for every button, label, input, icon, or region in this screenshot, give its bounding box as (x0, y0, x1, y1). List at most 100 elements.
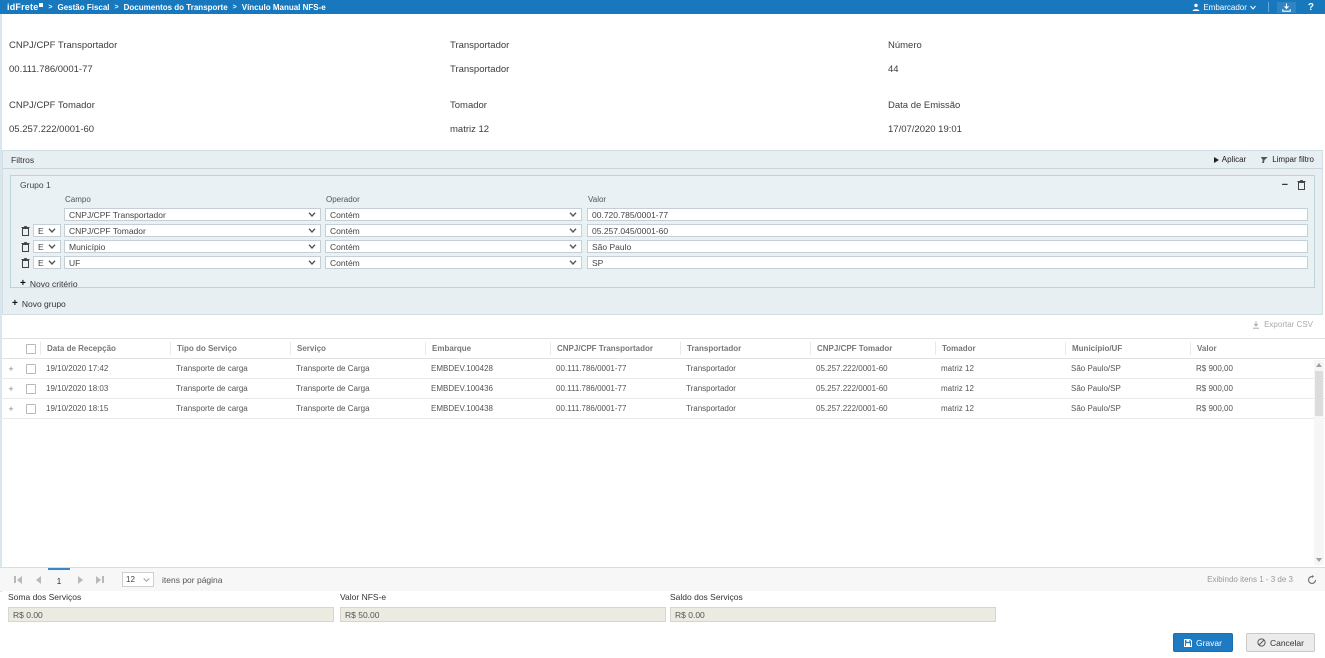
operador-select[interactable]: Contém (325, 256, 582, 269)
cell-tomador: matriz 12 (935, 364, 1065, 373)
per-page-label: itens por página (162, 575, 223, 585)
refresh-button[interactable] (1307, 575, 1317, 585)
campo-select[interactable]: Município (64, 240, 321, 253)
items-status: Exibindo itens 1 - 3 de 3 (1207, 575, 1293, 584)
conjunction-value: E (38, 226, 44, 236)
last-page-button[interactable] (90, 568, 110, 592)
operador-select[interactable]: Contém (325, 208, 582, 221)
row-checkbox[interactable] (26, 404, 36, 414)
breadcrumb-item-documentos-transporte[interactable]: Documentos do Transporte (124, 3, 228, 12)
breadcrumb-item-gestao-fiscal[interactable]: Gestão Fiscal (58, 3, 110, 12)
first-page-button[interactable] (8, 568, 28, 592)
operador-select[interactable]: Contém (325, 224, 582, 237)
sum-servicos-input[interactable] (8, 607, 334, 622)
delete-criterion-button[interactable] (21, 226, 30, 236)
conjunction-select[interactable]: E (33, 240, 61, 253)
download-icon (1282, 3, 1291, 12)
apply-filter-button[interactable]: Aplicar (1214, 155, 1246, 164)
next-page-button[interactable] (70, 568, 90, 592)
save-button[interactable]: Gravar (1173, 633, 1233, 652)
profile-menu[interactable]: Embarcador (1188, 2, 1260, 13)
field-value: 05.257.222/0001-60 (9, 124, 450, 135)
cell-transportador: Transportador (680, 384, 810, 393)
column-header-servico[interactable]: Serviço (290, 342, 425, 355)
cell-data-recepcao: 19/10/2020 17:42 (40, 364, 170, 373)
valor-input[interactable] (587, 256, 1308, 269)
saldo-servicos-input[interactable] (670, 607, 996, 622)
cell-transportador: Transportador (680, 404, 810, 413)
campo-select[interactable]: CNPJ/CPF Transportador (64, 208, 321, 221)
chevron-down-icon (308, 228, 316, 233)
column-header-cnpj-transportador[interactable]: CNPJ/CPF Transportador (550, 342, 680, 355)
column-header-embarque[interactable]: Embarque (425, 342, 550, 355)
column-header-tomador[interactable]: Tomador (935, 342, 1065, 355)
conjunction-select[interactable]: E (33, 256, 61, 269)
column-header-valor[interactable]: Valor (1190, 342, 1325, 355)
breadcrumb-item-vinculo-manual[interactable]: Vínculo Manual NFS-e (242, 3, 326, 12)
cell-cnpj-transportador: 00.111.786/0001-77 (550, 364, 680, 373)
column-label-campo: Campo (64, 195, 321, 204)
row-checkbox[interactable] (26, 364, 36, 374)
field-cnpj-transportador: CNPJ/CPF Transportador 00.111.786/0001-7… (9, 40, 450, 75)
help-button[interactable]: ? (1304, 2, 1318, 13)
clear-filter-label: Limpar filtro (1272, 155, 1314, 164)
operador-select[interactable]: Contém (325, 240, 582, 253)
valor-nfse-input[interactable] (340, 607, 666, 622)
table-scrollbar[interactable] (1314, 360, 1324, 565)
conjunction-select[interactable]: E (33, 224, 61, 237)
column-header-data-recepcao[interactable]: Data de Recepção (40, 342, 170, 355)
pagination-bar: 1 12 itens por página Exibindo itens 1 -… (0, 567, 1325, 591)
row-checkbox[interactable] (26, 384, 36, 394)
cell-cnpj-tomador: 05.257.222/0001-60 (810, 364, 935, 373)
scroll-down-arrow[interactable] (1314, 555, 1324, 565)
cell-tipo-servico: Transporte de carga (170, 404, 290, 413)
chevron-down-icon (143, 578, 150, 582)
scrollbar-thumb[interactable] (1315, 371, 1323, 416)
topbar-divider (1268, 2, 1269, 12)
collapse-group-button[interactable]: − (1282, 181, 1288, 189)
scroll-up-arrow[interactable] (1314, 360, 1324, 370)
table-row[interactable]: + 19/10/2020 18:03 Transporte de carga T… (0, 379, 1325, 399)
download-button[interactable] (1277, 2, 1296, 13)
delete-criterion-button[interactable] (21, 258, 30, 268)
cell-tipo-servico: Transporte de carga (170, 384, 290, 393)
filter-row: E CNPJ/CPF Tomador Contém (17, 223, 1312, 238)
document-header: CNPJ/CPF Transportador 00.111.786/0001-7… (0, 14, 1325, 150)
clear-filter-button[interactable]: Limpar filtro (1260, 155, 1314, 164)
page-size-select[interactable]: 12 (122, 572, 154, 587)
valor-input[interactable] (587, 224, 1308, 237)
expand-row-icon[interactable]: + (8, 364, 13, 374)
campo-select[interactable]: CNPJ/CPF Tomador (64, 224, 321, 237)
table-row[interactable]: + 19/10/2020 18:15 Transporte de carga T… (0, 399, 1325, 419)
valor-input[interactable] (587, 208, 1308, 221)
field-transportador: Transportador Transportador (450, 40, 888, 75)
column-header-cnpj-tomador[interactable]: CNPJ/CPF Tomador (810, 342, 935, 355)
add-group-button[interactable]: + Novo grupo (12, 299, 1322, 309)
add-criterion-button[interactable]: + Novo critério (20, 279, 1314, 289)
current-page-button[interactable]: 1 (48, 568, 70, 592)
column-header-transportador[interactable]: Transportador (680, 342, 810, 355)
previous-page-button[interactable] (28, 568, 48, 592)
filter-row: E Município Contém (17, 239, 1312, 254)
column-header-municipio-uf[interactable]: Município/UF (1065, 342, 1190, 355)
select-all-checkbox[interactable] (26, 344, 36, 354)
top-bar: idFrete > Gestão Fiscal > Documentos do … (0, 0, 1325, 14)
cancel-button[interactable]: Cancelar (1246, 633, 1315, 652)
campo-select-value: CNPJ/CPF Transportador (69, 210, 166, 220)
field-value: matriz 12 (450, 124, 888, 135)
delete-group-button[interactable] (1297, 180, 1306, 190)
expand-row-icon[interactable]: + (8, 384, 13, 394)
app-logo[interactable]: idFrete (7, 2, 43, 12)
column-header-tipo-servico[interactable]: Tipo do Serviço (170, 342, 290, 355)
table-row[interactable]: + 19/10/2020 17:42 Transporte de carga T… (0, 359, 1325, 379)
valor-input[interactable] (587, 240, 1308, 253)
cell-data-recepcao: 19/10/2020 18:15 (40, 404, 170, 413)
profile-label: Embarcador (1203, 3, 1247, 12)
operador-select-value: Contém (330, 242, 360, 252)
delete-criterion-button[interactable] (21, 242, 30, 252)
cell-servico: Transporte de Carga (290, 404, 425, 413)
expand-row-icon[interactable]: + (8, 404, 13, 414)
campo-select[interactable]: UF (64, 256, 321, 269)
export-csv-button[interactable]: Exportar CSV (1252, 320, 1313, 329)
add-criterion-label: Novo critério (30, 279, 78, 289)
